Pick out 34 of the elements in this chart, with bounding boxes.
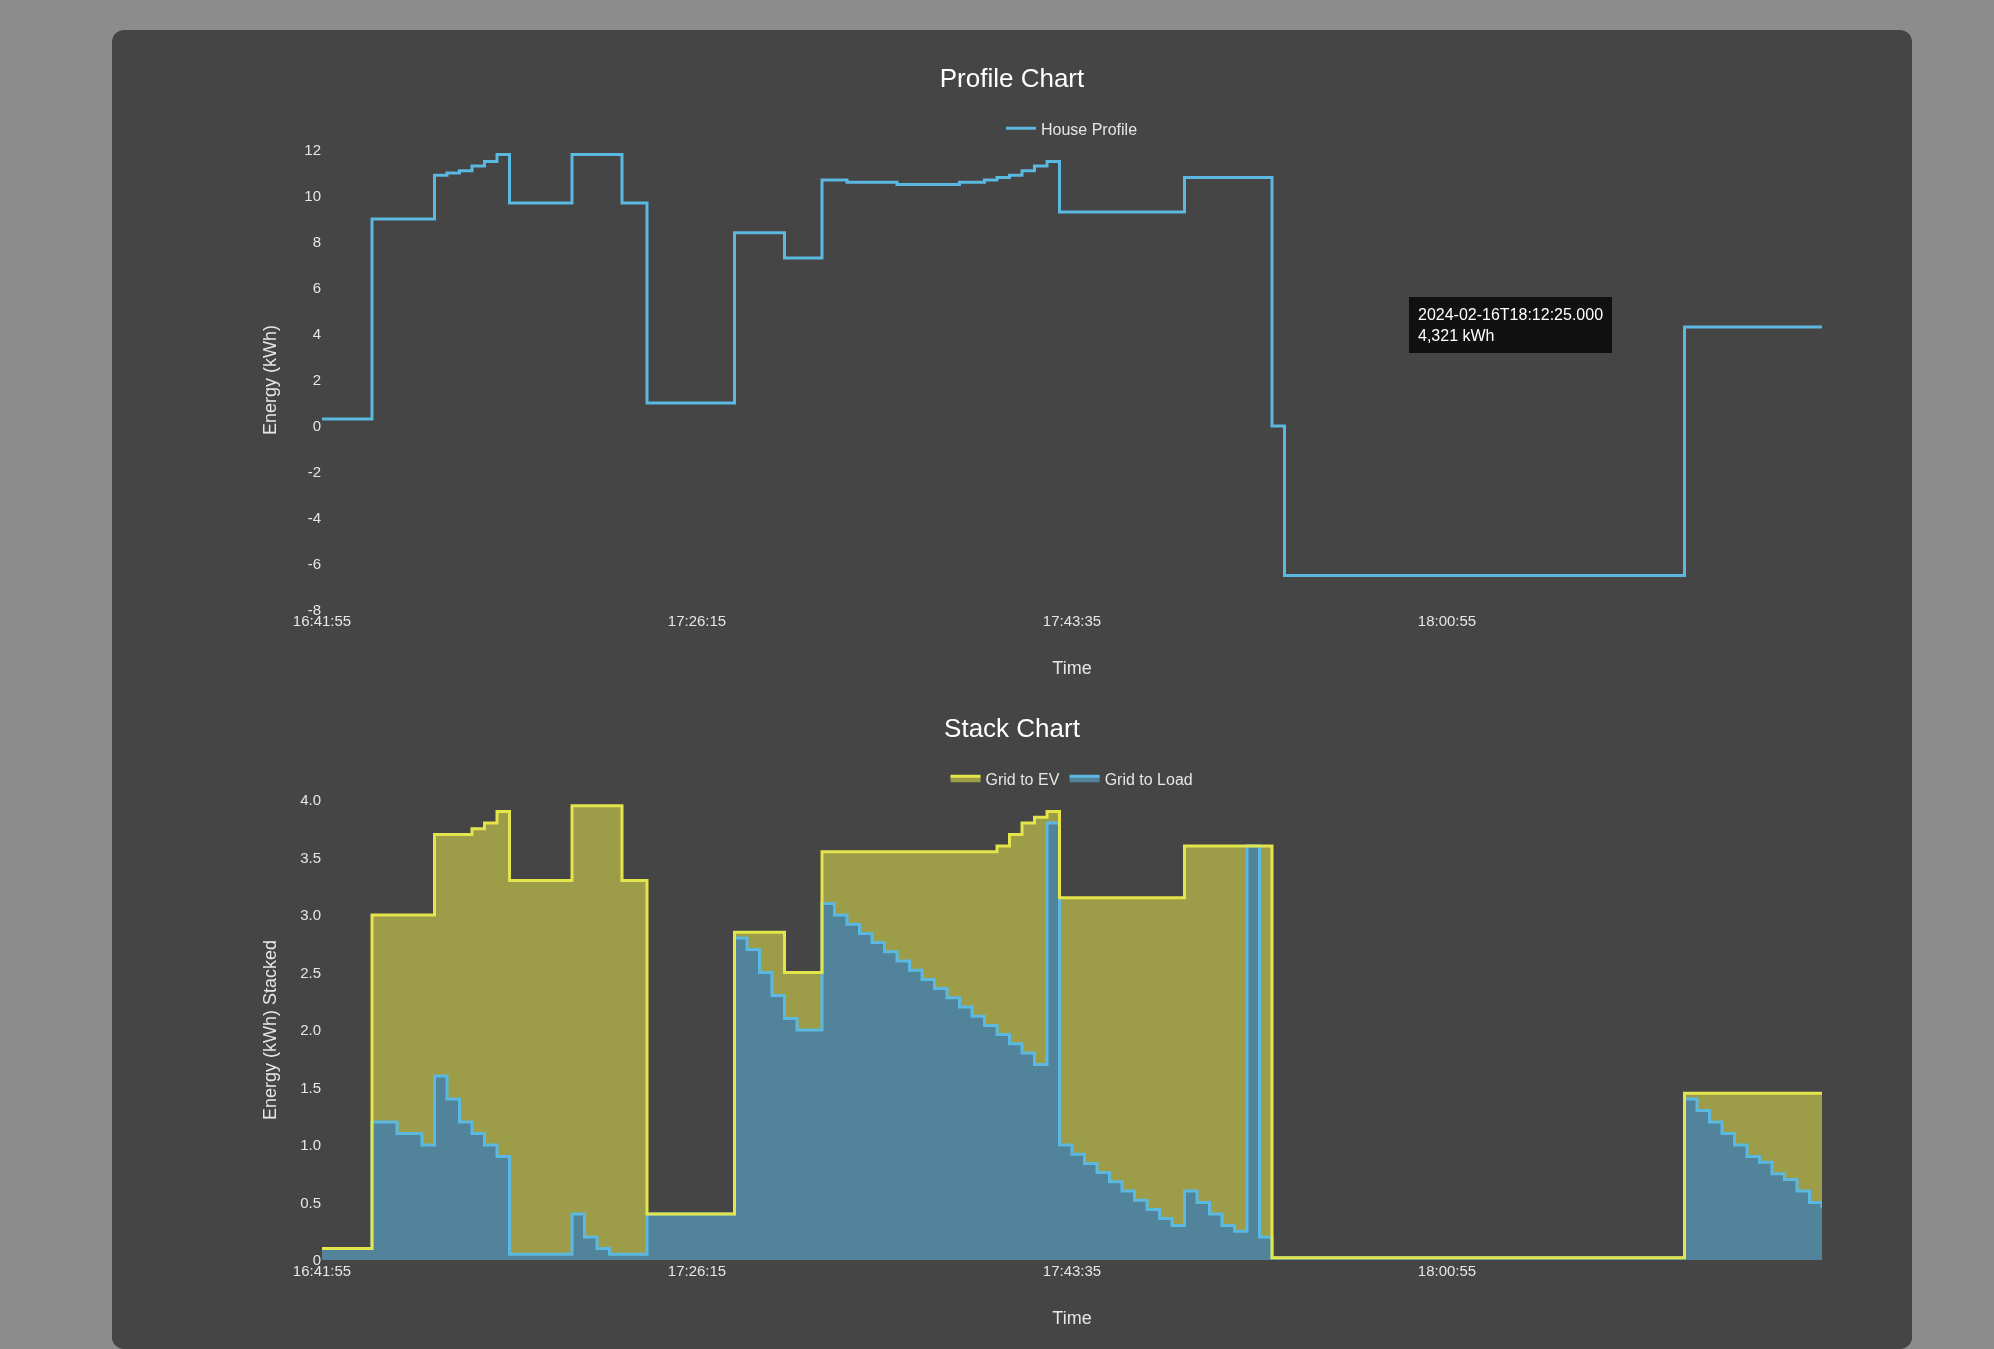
legend-label: Grid to Load (1104, 770, 1193, 788)
y-tick-label: 2.5 (300, 963, 321, 981)
y-axis-title: Energy (kWh) (260, 324, 280, 436)
x-tick-label: 17:26:15 (667, 612, 727, 629)
y-tick-label: 12 (304, 141, 321, 159)
y-tick-label: 0.5 (300, 1193, 321, 1211)
y-axis-title: Energy (kWh) Stacked (260, 939, 280, 1121)
chart-title: Profile Chart (939, 63, 1086, 94)
y-tick-label: 4 (312, 325, 321, 343)
y-tick-label: 8 (312, 233, 321, 251)
y-tick-label: 3.5 (300, 848, 321, 866)
annotation: 2024-02-16T18:12:25.000 4,321 kWh (1418, 306, 1604, 344)
y-tick-label: -2 (307, 463, 321, 481)
y-tick-label: 10 (304, 187, 321, 205)
y-tick-label: -4 (307, 509, 321, 527)
y-tick-label: 1.5 (300, 1078, 321, 1096)
y-tick-label: -6 (307, 555, 321, 573)
x-tick-label: 18:00:55 (1417, 612, 1477, 629)
x-tick-label: 17:43:35 (1042, 1262, 1102, 1279)
y-tick-label: 6 (312, 279, 321, 297)
x-tick-label: 17:43:35 (1042, 612, 1102, 629)
y-tick-label: 2.0 (300, 1021, 321, 1039)
y-tick-label: 0 (312, 417, 321, 435)
x-tick-label: 18:00:55 (1417, 1262, 1477, 1279)
legend-label: Grid to EV (985, 770, 1060, 788)
legend-label: House Profile (1041, 120, 1138, 138)
x-tick-label: 17:26:15 (667, 1262, 727, 1279)
x-axis-title: Time (1052, 1308, 1092, 1328)
y-tick-label: 1.0 (300, 1136, 321, 1154)
x-axis-title: Time (1052, 658, 1092, 678)
y-tick-label: 2 (312, 371, 321, 389)
y-tick-label: 4.0 (300, 791, 321, 809)
chart-title: Stack Chart (944, 713, 1081, 744)
y-tick-label: 3.0 (300, 906, 321, 924)
